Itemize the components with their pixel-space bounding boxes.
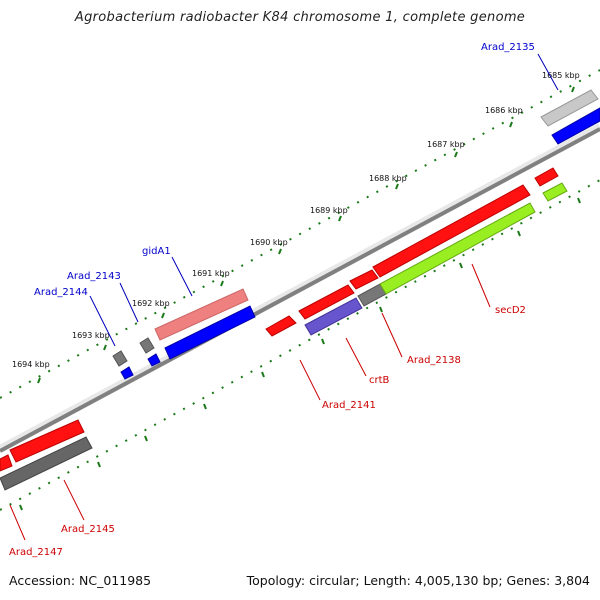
scale-label-1692: 1692 kbp bbox=[132, 299, 170, 308]
scale-label-1691: 1691 kbp bbox=[192, 269, 230, 278]
label-arad-2144: Arad_2144 bbox=[34, 287, 88, 298]
gene-secd2-inner[interactable] bbox=[379, 202, 536, 295]
gene-lime-topright[interactable] bbox=[542, 182, 568, 202]
label-arad-2135: Arad_2135 bbox=[481, 42, 535, 53]
gene-arad-2145-inner[interactable] bbox=[0, 436, 93, 491]
gene-crtb-forward[interactable] bbox=[298, 284, 355, 320]
scale-label-1694: 1694 kbp bbox=[12, 360, 50, 369]
gene-secd2-forward[interactable] bbox=[372, 184, 531, 278]
accession-text: Accession: NC_011985 bbox=[9, 573, 152, 588]
scale-label-1690: 1690 kbp bbox=[250, 238, 288, 247]
outer-reverse-genes bbox=[120, 107, 600, 380]
gene-gida1-reverse[interactable] bbox=[164, 305, 256, 360]
gene-small-blue-2[interactable] bbox=[120, 366, 134, 380]
scale-label-1689: 1689 kbp bbox=[310, 206, 348, 215]
label-arad-2138: Arad_2138 bbox=[407, 355, 461, 366]
map-title: Agrobacterium radiobacter K84 chromosome… bbox=[74, 10, 526, 25]
scale-label-1686: 1686 kbp bbox=[485, 106, 523, 115]
gene-arad-2143[interactable] bbox=[139, 337, 155, 354]
inner-scale-track bbox=[0, 179, 600, 511]
scale-label-1688: 1688 kbp bbox=[369, 174, 407, 183]
label-crtb: crtB bbox=[369, 375, 390, 386]
outer-forward-genes bbox=[0, 89, 599, 472]
gene-small-red-topright[interactable] bbox=[534, 167, 559, 187]
scale-label-1687: 1687 kbp bbox=[427, 140, 465, 149]
scale-ticks bbox=[19, 86, 581, 511]
gene-arad-2138-forward[interactable] bbox=[349, 269, 379, 290]
label-arad-2143: Arad_2143 bbox=[67, 271, 121, 282]
gene-crtb-inner[interactable] bbox=[304, 297, 363, 336]
inner-genes bbox=[0, 182, 568, 491]
scale-label-1693: 1693 kbp bbox=[72, 331, 110, 340]
gene-blue-topright[interactable] bbox=[551, 107, 600, 145]
scale-label-1685: 1685 kbp bbox=[542, 71, 580, 80]
label-gida1: gidA1 bbox=[142, 246, 171, 257]
gene-arad-2141[interactable] bbox=[265, 315, 297, 337]
label-secd2: secD2 bbox=[495, 305, 526, 316]
label-arad-2141: Arad_2141 bbox=[322, 400, 376, 411]
topology-text: Topology: circular; Length: 4,005,130 bp… bbox=[246, 573, 590, 588]
gene-small-blue-1[interactable] bbox=[147, 353, 161, 367]
gene-gida1-forward[interactable] bbox=[154, 288, 249, 341]
outer-scale-track bbox=[0, 69, 600, 399]
gene-arad-2147-forward[interactable] bbox=[0, 454, 13, 472]
gene-arad-2144[interactable] bbox=[112, 350, 128, 367]
label-arad-2147: Arad_2147 bbox=[9, 547, 63, 558]
gene-arad-2145-forward[interactable] bbox=[9, 419, 85, 463]
label-arad-2145: Arad_2145 bbox=[61, 524, 115, 535]
genome-backbone-core bbox=[0, 127, 600, 453]
label-leaders bbox=[9, 53, 559, 541]
gene-arad-2135[interactable] bbox=[540, 89, 599, 127]
